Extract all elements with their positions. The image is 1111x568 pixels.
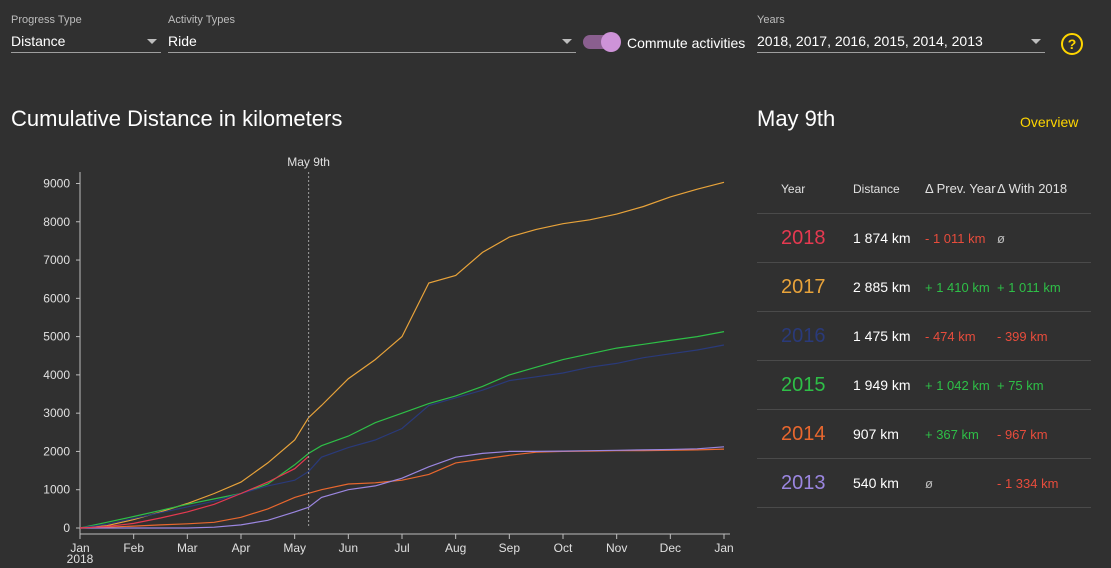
row-distance: 2 885 km xyxy=(853,262,925,312)
y-tick-label: 6000 xyxy=(43,291,70,305)
row-delta-prev: ø xyxy=(925,458,997,508)
chart-marker: May 9th xyxy=(287,155,330,528)
row-delta-with: - 1 334 km xyxy=(997,458,1091,508)
header-prev-year: Δ Prev. Year xyxy=(925,164,997,214)
x-tick-label: Sep xyxy=(499,541,521,555)
y-tick-label: 9000 xyxy=(43,176,70,190)
row-year: 2014 xyxy=(757,409,853,459)
row-year: 2017 xyxy=(757,262,853,312)
x-tick-label: Jun xyxy=(339,541,358,555)
progress-type-underline xyxy=(11,52,161,53)
table-row: 2018 1 874 km - 1 011 km ø xyxy=(757,213,1091,263)
series-line xyxy=(79,344,725,529)
row-delta-with: + 75 km xyxy=(997,360,1091,410)
y-tick-label: 7000 xyxy=(43,253,70,267)
chevron-down-icon xyxy=(147,39,157,44)
years-label: Years xyxy=(757,14,785,26)
panel-title: May 9th xyxy=(757,106,836,131)
header-distance: Distance xyxy=(853,164,925,214)
row-delta-with: ø xyxy=(997,213,1091,263)
progress-type-select[interactable]: Progress Type Distance xyxy=(11,14,161,54)
x-tick-label: May xyxy=(283,541,306,555)
activity-types-label: Activity Types xyxy=(168,14,236,26)
row-delta-with: + 1 011 km xyxy=(997,262,1091,312)
row-delta-prev: + 1 410 km xyxy=(925,262,997,312)
chevron-down-icon xyxy=(1031,39,1041,44)
y-tick-label: 0 xyxy=(63,521,70,535)
table-row: 2016 1 475 km - 474 km - 399 km xyxy=(757,311,1091,361)
row-distance: 1 874 km xyxy=(853,213,925,263)
stats-table: Year Distance Δ Prev. Year Δ With 2018 2… xyxy=(757,164,1091,508)
row-delta-prev: - 474 km xyxy=(925,311,997,361)
toggle-knob[interactable] xyxy=(601,32,621,52)
row-delta-prev: + 367 km xyxy=(925,409,997,459)
chart-axes: 0 1000 2000 3000 4000 5000 6000 7000 8000 9000 Jan… xyxy=(43,172,734,566)
row-distance: 907 km xyxy=(853,409,925,459)
x-tick-label: Aug xyxy=(445,541,466,555)
header-with-2018: Δ With 2018 xyxy=(997,164,1091,214)
row-delta-prev: - 1 011 km xyxy=(925,213,997,263)
x-tick-label: Jan xyxy=(714,541,733,555)
commute-toggle[interactable] xyxy=(583,32,621,52)
x-tick-label: Jul xyxy=(394,541,409,555)
row-distance: 1 949 km xyxy=(853,360,925,410)
row-year: 2013 xyxy=(757,458,853,508)
row-delta-prev: + 1 042 km xyxy=(925,360,997,410)
row-year: 2018 xyxy=(757,213,853,263)
x-tick-label: Nov xyxy=(606,541,627,555)
series-line xyxy=(79,455,309,529)
y-tick-label: 1000 xyxy=(43,483,70,497)
x-tick-label: 2018 xyxy=(67,552,94,566)
series-line xyxy=(79,448,725,529)
cumulative-distance-chart: 0 1000 2000 3000 4000 5000 6000 7000 8000 9000 Jan… xyxy=(43,155,734,566)
row-year: 2015 xyxy=(757,360,853,410)
commute-toggle-label: Commute activities xyxy=(627,35,746,51)
series-line xyxy=(79,181,725,529)
marker-label: May 9th xyxy=(287,155,330,169)
activity-types-underline xyxy=(168,52,576,53)
header-year: Year xyxy=(757,164,853,214)
table-row: 2013 540 km ø - 1 334 km xyxy=(757,458,1091,508)
x-tick-label: Mar xyxy=(177,541,198,555)
progress-type-value: Distance xyxy=(11,33,66,49)
series-line xyxy=(79,331,725,529)
years-value: 2018, 2017, 2016, 2015, 2014, 2013 xyxy=(757,33,983,49)
y-tick-label: 5000 xyxy=(43,330,70,344)
y-tick-label: 4000 xyxy=(43,368,70,382)
x-tick-label: Dec xyxy=(660,541,681,555)
progress-type-label: Progress Type xyxy=(11,14,82,26)
row-distance: 540 km xyxy=(853,458,925,508)
row-delta-with: - 399 km xyxy=(997,311,1091,361)
stats-header-row: Year Distance Δ Prev. Year Δ With 2018 xyxy=(757,164,1091,214)
years-select[interactable]: Years 2018, 2017, 2016, 2015, 2014, 2013 xyxy=(757,14,1045,54)
row-delta-with: - 967 km xyxy=(997,409,1091,459)
activity-types-select[interactable]: Activity Types Ride xyxy=(168,14,576,54)
table-row: 2017 2 885 km + 1 410 km + 1 011 km xyxy=(757,262,1091,312)
chart-title: Cumulative Distance in kilometers xyxy=(11,106,343,131)
y-tick-label: 8000 xyxy=(43,215,70,229)
row-year: 2016 xyxy=(757,311,853,361)
series-line xyxy=(80,446,725,529)
table-row: 2015 1 949 km + 1 042 km + 75 km xyxy=(757,360,1091,410)
x-tick-label: Jan xyxy=(70,541,89,555)
activity-types-value: Ride xyxy=(168,33,197,49)
years-underline xyxy=(757,52,1045,53)
help-icon[interactable]: ? xyxy=(1061,33,1083,55)
y-tick-label: 2000 xyxy=(43,444,70,458)
y-tick-label: 3000 xyxy=(43,406,70,420)
chevron-down-icon xyxy=(562,39,572,44)
chart-series xyxy=(79,181,725,529)
x-tick-label: Oct xyxy=(554,541,573,555)
overview-link[interactable]: Overview xyxy=(1020,114,1079,130)
x-tick-label: Apr xyxy=(232,541,251,555)
table-row: 2014 907 km + 367 km - 967 km xyxy=(757,409,1091,459)
row-distance: 1 475 km xyxy=(853,311,925,361)
x-tick-label: Feb xyxy=(123,541,144,555)
